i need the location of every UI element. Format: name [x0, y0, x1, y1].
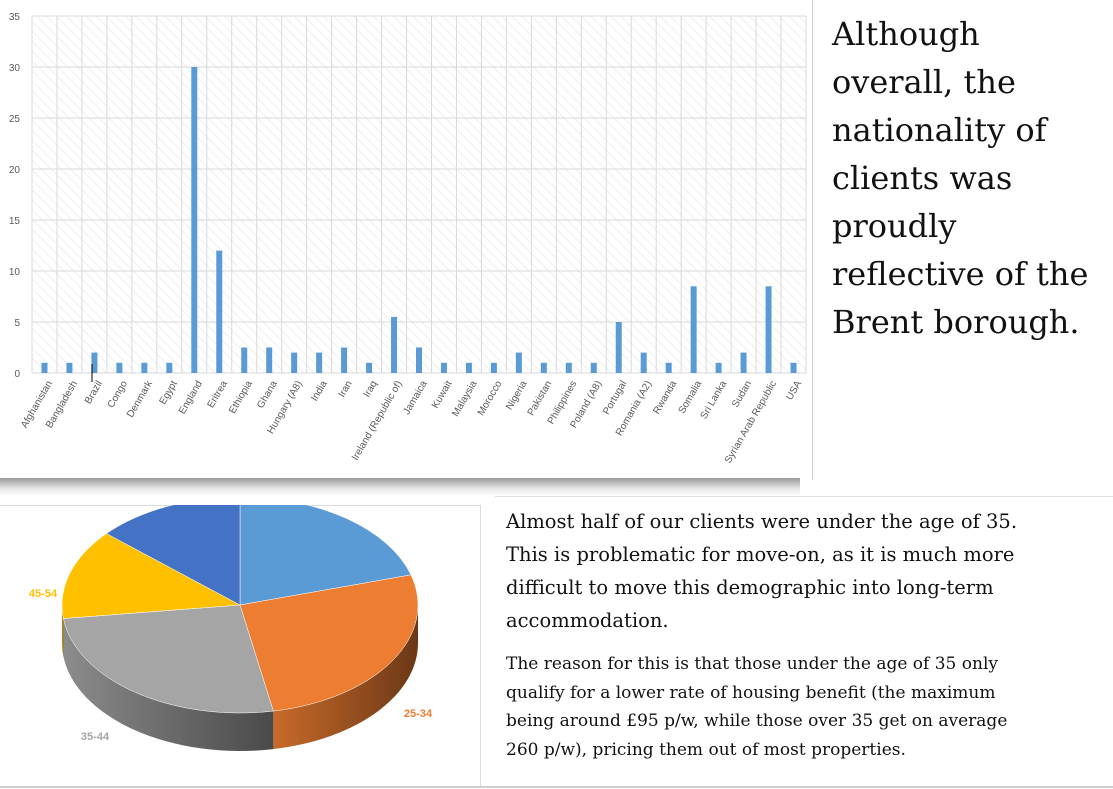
caption-line: proudly: [832, 207, 957, 245]
housing-benefit-paragraph: The reason for this is that those under …: [506, 650, 1106, 764]
pie-label: 45-54: [29, 588, 58, 600]
bar: [440, 362, 447, 373]
bar: [565, 362, 572, 373]
x-tick-label: Jamaica: [401, 379, 429, 417]
nationality-bar-chart-panel: 0 5 10 15 20 25 30 35 Afghanistan Bangladesh Brazi…: [0, 0, 812, 482]
age-pie-chart: 18-24 25-34 35-44 45-54 55+: [29, 505, 433, 751]
age-summary-paragraph: Almost half of our clients were under th…: [506, 505, 1106, 637]
bar: [665, 362, 672, 373]
bar: [515, 352, 522, 373]
bar: [91, 352, 98, 373]
y-tick-label: 15: [9, 216, 21, 227]
bar: [416, 347, 422, 373]
caption-line: reflective of the: [832, 255, 1089, 293]
x-tick-label: Sudan: [730, 379, 754, 410]
bar: [765, 286, 772, 373]
x-tick-label: Ireland (Republic of): [350, 379, 405, 462]
nationality-caption: Although overall, the nationality of cli…: [832, 10, 1102, 346]
paragraph-line: Almost half of our clients were under th…: [506, 510, 1018, 533]
x-tick-label: USA: [784, 379, 804, 403]
x-tick-label: Nigeria: [504, 379, 530, 412]
bar: [615, 322, 622, 373]
pie-slice-side: [273, 605, 418, 750]
pie-slice: [61, 533, 241, 619]
paragraph-line: 260 p/w), pricing them out of most prope…: [506, 739, 906, 760]
chart-shadow: [0, 478, 800, 496]
divider: [0, 786, 1113, 788]
bar: [141, 362, 148, 373]
caption-line: Brent borough.: [832, 303, 1080, 341]
y-tick-label: 5: [14, 318, 20, 329]
y-tick-label: 25: [9, 114, 21, 125]
bar: [241, 347, 248, 373]
pie-slice: [63, 604, 274, 714]
y-tick-label: 20: [9, 165, 21, 176]
pie-slice: [239, 505, 412, 606]
x-tick-label: Ghana: [255, 379, 280, 411]
x-tick-label: Egypt: [158, 379, 180, 407]
x-tick-label: Iraq: [362, 379, 380, 399]
bar: [590, 362, 597, 373]
bar: [640, 352, 647, 373]
y-tick-label: 0: [14, 369, 20, 380]
paragraph-line: This is problematic for move-on, as it i…: [506, 543, 1015, 566]
bar: [216, 250, 223, 373]
pie-label: 55+: [147, 531, 166, 543]
x-tick-label: India: [309, 379, 330, 404]
pie-slice: [105, 505, 241, 606]
y-tick-label: 35: [9, 12, 21, 23]
y-tick-label: 10: [9, 267, 21, 278]
bar: [391, 316, 398, 373]
caption-line: overall, the: [832, 63, 1016, 101]
bar: [316, 352, 323, 373]
x-tick-label: Eritrea: [206, 379, 230, 410]
x-tick-label: Somalia: [677, 379, 705, 416]
bar: [66, 362, 73, 373]
y-tick-label: 30: [9, 63, 21, 74]
bar: [191, 67, 198, 373]
bar: [465, 362, 472, 373]
x-tick-label: Syrian Arab Republic: [723, 379, 779, 465]
plot-area: [32, 16, 806, 373]
paragraph-line: being around £95 p/w, while those over 3…: [506, 711, 1008, 731]
bar: [690, 286, 697, 373]
paragraph-line: difficult to move this demographic into …: [506, 576, 994, 599]
pie-label: 25-34: [404, 708, 433, 720]
x-tick-label: Morocco: [476, 379, 505, 418]
paragraph-line: qualify for a lower rate of housing bene…: [506, 682, 996, 703]
x-tick-label: Iran: [337, 379, 355, 399]
caption-line: clients was: [832, 159, 1013, 197]
bar: [490, 362, 497, 373]
pie-slice: [239, 574, 419, 712]
paragraph-line: The reason for this is that those under …: [506, 654, 998, 674]
divider: [480, 505, 481, 788]
x-tick-label: Rwanda: [651, 379, 679, 417]
pie-label: 35-44: [81, 731, 110, 743]
caption-line: Although: [832, 15, 980, 53]
x-tick-label: England: [177, 379, 205, 416]
bar: [740, 352, 747, 373]
bar: [166, 362, 173, 373]
bar: [540, 362, 547, 373]
paragraph-line: accommodation.: [506, 609, 669, 632]
bar: [116, 362, 123, 373]
x-tick-label: Kuwait: [430, 379, 455, 411]
bar: [790, 362, 797, 373]
bar: [715, 362, 722, 373]
divider: [495, 496, 1113, 497]
x-tick-label: Congo: [106, 379, 130, 410]
caption-line: nationality of: [832, 111, 1047, 149]
pie-label: 18-24: [346, 542, 375, 554]
bar: [41, 362, 48, 373]
bar: [266, 347, 273, 373]
bar: [366, 362, 373, 373]
bar: [291, 352, 298, 373]
x-tick-label: Brazil: [83, 379, 105, 406]
pie-slice-side: [63, 618, 274, 751]
chart-border: [812, 0, 813, 480]
x-tick-label: Ethiopia: [227, 379, 255, 416]
bar: [341, 347, 348, 373]
